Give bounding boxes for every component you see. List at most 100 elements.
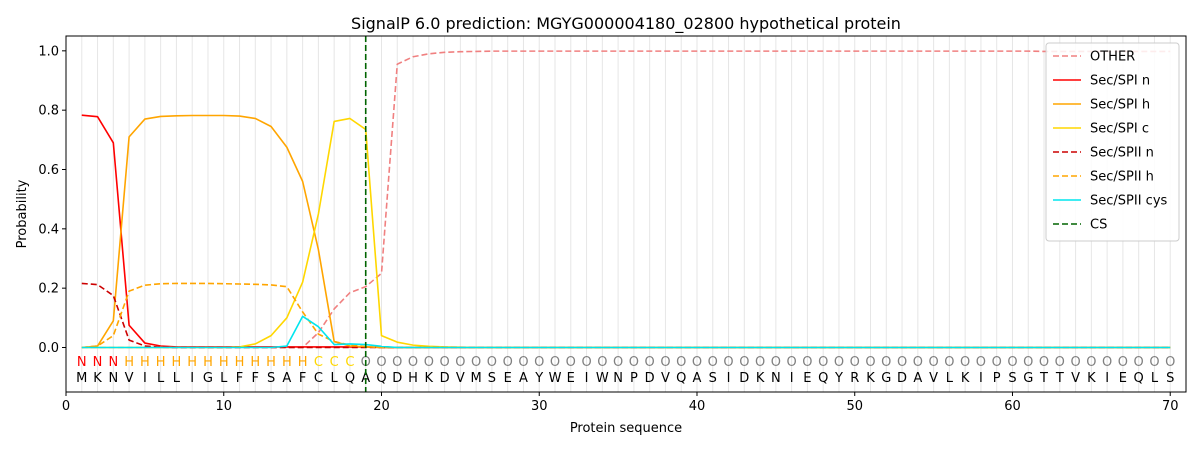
region-label: O: [518, 355, 528, 370]
legend-label: OTHER: [1090, 50, 1135, 65]
residue-letter: A: [913, 371, 922, 386]
region-label: O: [692, 355, 702, 370]
region-label: O: [723, 355, 733, 370]
series-line-sec-spi-h: [81, 114, 1171, 349]
residue-letter: G: [881, 371, 891, 386]
region-label: O: [566, 355, 576, 370]
residue-letter: Y: [534, 371, 543, 386]
residue-letter: R: [850, 371, 859, 386]
region-label: C: [345, 355, 354, 370]
region-label: O: [802, 355, 812, 370]
residue-letter: L: [946, 371, 954, 386]
residue-letter: Q: [376, 371, 386, 386]
region-label: O: [755, 355, 765, 370]
region-label: O: [1165, 355, 1175, 370]
region-label: O: [1055, 355, 1065, 370]
series-line-sec-spii-h: [81, 282, 1171, 349]
residue-letter: P: [630, 371, 638, 386]
region-label: O: [1149, 355, 1159, 370]
residue-letter: A: [519, 371, 528, 386]
region-label: H: [219, 355, 229, 370]
region-label: O: [960, 355, 970, 370]
residue-letter: L: [173, 371, 181, 386]
region-label: O: [392, 355, 402, 370]
residue-letter: I: [143, 371, 147, 386]
residue-letter: A: [282, 371, 291, 386]
region-label: O: [1086, 355, 1096, 370]
residue-letter: S: [267, 371, 275, 386]
region-label: H: [172, 355, 182, 370]
residue-letter: N: [771, 371, 781, 386]
residue-letter: T: [1055, 371, 1064, 386]
region-label: O: [928, 355, 938, 370]
residue-letter: M: [76, 371, 87, 386]
grid-lines: [81, 36, 1171, 392]
chart-title: SignalP 6.0 prediction: MGYG000004180_02…: [351, 14, 901, 34]
residue-letter: I: [585, 371, 589, 386]
residue-letter: E: [803, 371, 811, 386]
residue-letter: W: [596, 371, 609, 386]
residue-letter: L: [1151, 371, 1159, 386]
x-tick-label: 40: [689, 399, 706, 414]
region-label: N: [93, 355, 103, 370]
residue-letter: L: [331, 371, 339, 386]
residue-letter: D: [645, 371, 655, 386]
y-tick-label: 0.8: [38, 104, 59, 119]
x-tick-label: 60: [1004, 399, 1021, 414]
residue-letter: K: [756, 371, 765, 386]
region-label: H: [156, 355, 166, 370]
x-tick-label: 10: [215, 399, 232, 414]
region-label: O: [597, 355, 607, 370]
region-label: C: [330, 355, 339, 370]
residue-letter: I: [190, 371, 194, 386]
x-tick-label: 0: [62, 399, 70, 414]
residue-letter: C: [314, 371, 323, 386]
region-label: N: [108, 355, 118, 370]
region-label: O: [708, 355, 718, 370]
residue-letter: G: [203, 371, 213, 386]
legend-label: Sec/SPII n: [1090, 146, 1154, 161]
y-tick-label: 1.0: [38, 44, 59, 59]
x-tick-label: 70: [1162, 399, 1179, 414]
region-label: O: [581, 355, 591, 370]
region-label: H: [250, 355, 260, 370]
region-label: O: [913, 355, 923, 370]
residue-letter: K: [866, 371, 875, 386]
residue-letter: E: [1119, 371, 1127, 386]
residue-letter: Q: [818, 371, 828, 386]
residue-letter: I: [1105, 371, 1109, 386]
residue-letter: T: [1039, 371, 1048, 386]
residue-letter: E: [504, 371, 512, 386]
region-label: H: [187, 355, 197, 370]
y-tick-label: 0.4: [38, 222, 59, 237]
residue-letter: L: [157, 371, 165, 386]
residue-letter: H: [408, 371, 418, 386]
region-label: H: [266, 355, 276, 370]
region-label: O: [818, 355, 828, 370]
residue-letter: S: [1008, 371, 1016, 386]
region-label: O: [771, 355, 781, 370]
residue-letter: Q: [676, 371, 686, 386]
region-label: H: [282, 355, 292, 370]
legend-label: Sec/SPI n: [1090, 74, 1150, 89]
series-line-sec-spi-c: [81, 117, 1171, 349]
residue-letter: K: [1087, 371, 1096, 386]
region-label: O: [629, 355, 639, 370]
region-label: O: [1134, 355, 1144, 370]
region-label: O: [550, 355, 560, 370]
region-label: H: [298, 355, 308, 370]
region-label: O: [503, 355, 513, 370]
y-tick-label: 0.0: [38, 341, 59, 356]
region-label: O: [992, 355, 1002, 370]
residue-letter: D: [440, 371, 450, 386]
region-label: O: [660, 355, 670, 370]
region-label: O: [676, 355, 686, 370]
legend-label: Sec/SPI h: [1090, 98, 1150, 113]
series-line-sec-spii-cys: [81, 315, 1171, 349]
residue-letter: W: [549, 371, 562, 386]
legend-box: [1045, 42, 1180, 242]
x-axis-label: Protein sequence: [570, 421, 682, 436]
region-label: O: [881, 355, 891, 370]
residue-letter: Q: [345, 371, 355, 386]
